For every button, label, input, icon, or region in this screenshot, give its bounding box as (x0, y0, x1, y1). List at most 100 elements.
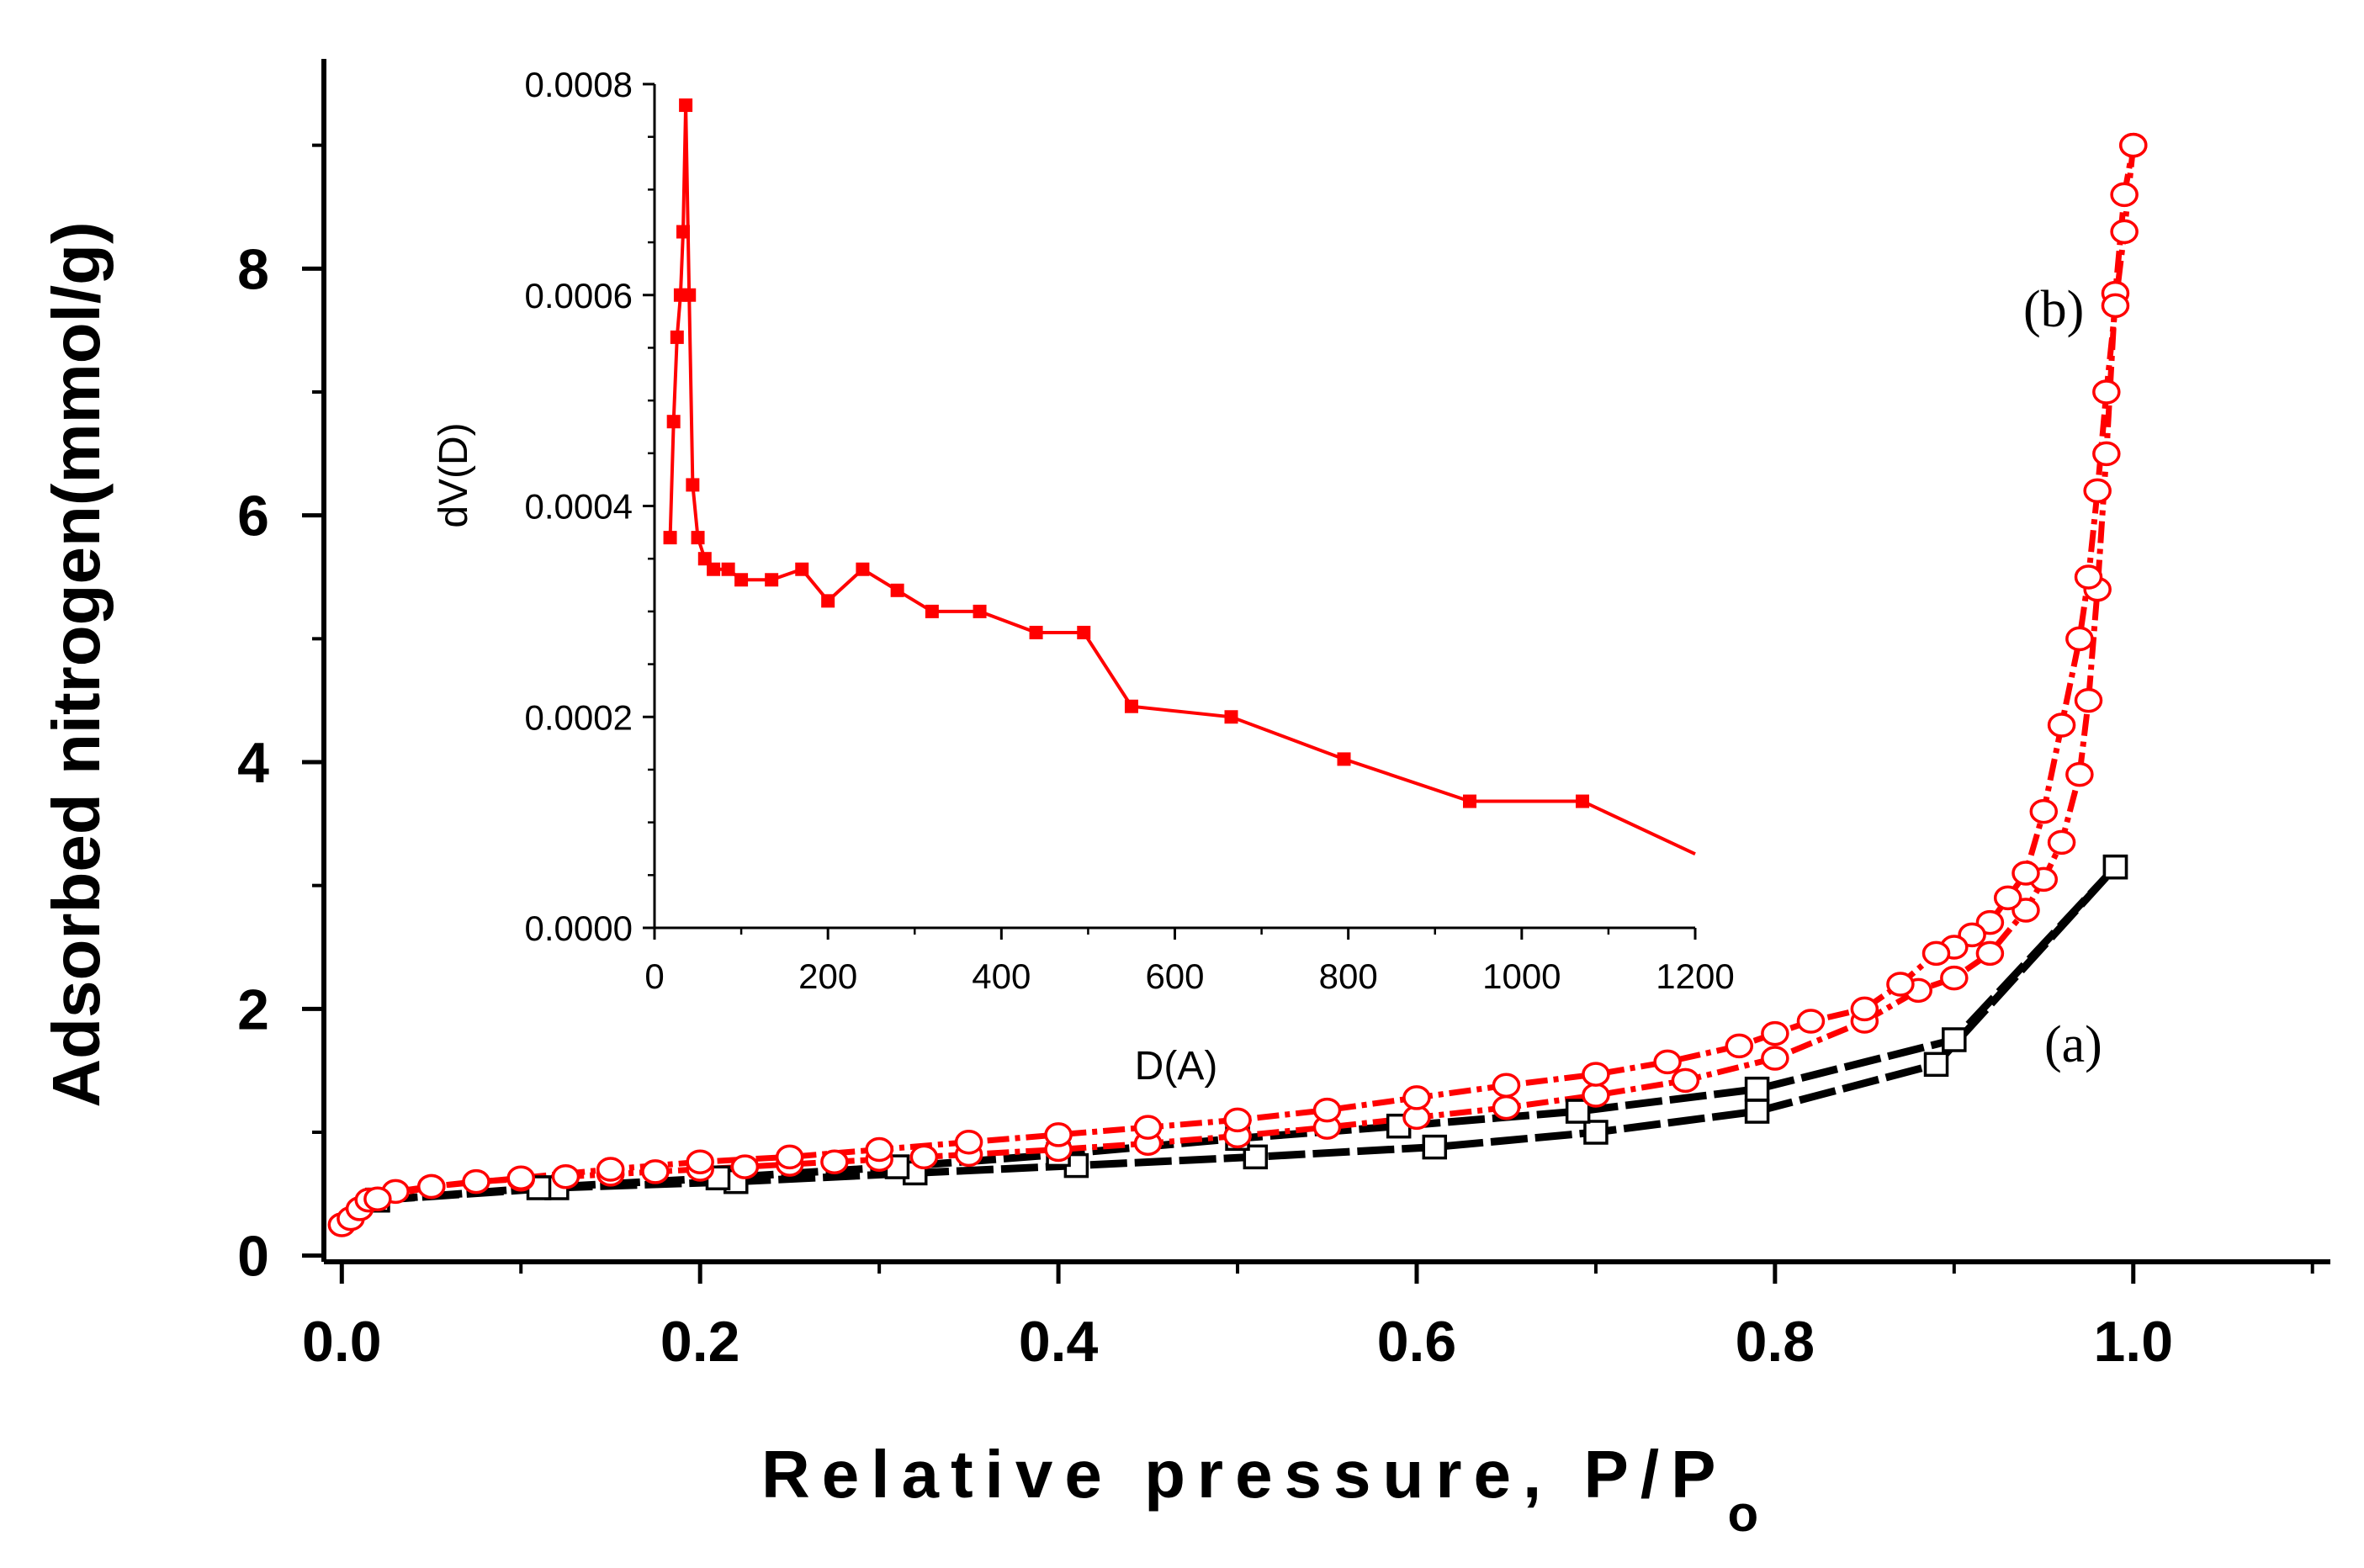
main-point-circle (1975, 940, 2005, 967)
inset-x-tick-label: 600 (1145, 956, 1204, 996)
main-x-tick-label: 0.8 (1736, 1310, 1815, 1374)
main-point-circle (909, 1144, 939, 1170)
main-series-line-3 (377, 145, 2137, 1202)
main-y-tick-label: 2 (237, 977, 269, 1041)
inset-point (1462, 794, 1476, 808)
main-x-tick-label: 0.4 (1019, 1310, 1099, 1374)
main-x-tick-label: 0.0 (302, 1310, 382, 1374)
series-label-a: (a) (2044, 1016, 2102, 1073)
inset-series (663, 98, 1696, 856)
main-point-circle (2065, 626, 2094, 652)
main-point-circle (2119, 132, 2148, 158)
main-point-circle (2083, 478, 2112, 504)
main-x-axis-title-subscript: o (1727, 1486, 1770, 1542)
main-point-circle (2110, 182, 2139, 208)
inset-y-tick-label: 0.0004 (525, 487, 633, 527)
inset-point (1029, 625, 1043, 639)
main-point-circle (1796, 1009, 1826, 1034)
main-point-circle (2110, 219, 2139, 245)
inset-point (1077, 625, 1091, 639)
main-point-circle (820, 1149, 849, 1174)
inset-x-tick-label: 1200 (1656, 956, 1734, 996)
inset-point (682, 288, 697, 302)
main-point-circle (1725, 1033, 1754, 1059)
inset-point (686, 478, 700, 492)
main-point-circle (506, 1165, 535, 1191)
main-ticks: 0.0 0.2 0.4 0.6 0.8 1.0 0 2 4 6 8 (237, 143, 2314, 1374)
main-point-circle (1761, 1020, 1789, 1046)
main-point-circle (641, 1159, 670, 1184)
main-point-circle (954, 1129, 983, 1155)
main-point-circle (596, 1157, 625, 1182)
main-point-square (1744, 1076, 1770, 1102)
main-point-circle (2074, 687, 2103, 713)
main-point-circle (1993, 885, 2022, 911)
main-point-circle (775, 1144, 804, 1170)
main-point-circle (1940, 965, 1969, 991)
main-point-circle (1850, 996, 1879, 1022)
main-point-circle (1133, 1115, 1163, 1140)
main-point-circle (686, 1149, 714, 1174)
main-point-circle (2047, 712, 2076, 738)
main-x-axis-title-text: Relative pressure, P/P (761, 1437, 1727, 1512)
inset-point (856, 562, 870, 576)
main-point-circle (1223, 1107, 1252, 1133)
inset-point (973, 604, 987, 618)
inset-x-tick-label: 400 (972, 956, 1031, 996)
inset-plot: 0 200 400 600 800 1000 1200 0.0000 0.0002 0.0004 0… (432, 65, 1735, 1089)
main-point-circle (730, 1154, 760, 1179)
main-point-circle (2047, 829, 2076, 856)
inset-y-tick-label: 0.0002 (525, 697, 633, 737)
main-point-circle (462, 1168, 490, 1195)
inset-point (676, 225, 691, 239)
main-x-tick-label: 0.2 (660, 1310, 740, 1374)
main-point-circle (1312, 1097, 1342, 1123)
main-point-circle (1582, 1083, 1610, 1108)
main-y-tick-label: 4 (237, 731, 269, 795)
main-point-circle (1761, 1046, 1789, 1071)
main-point-circle (865, 1136, 893, 1163)
main-point-circle (1671, 1067, 1700, 1094)
inset-x-tick-label: 1000 (1482, 956, 1561, 996)
main-point-circle (2065, 761, 2094, 787)
inset-point (925, 604, 939, 618)
main-point-circle (1492, 1094, 1521, 1120)
inset-point (890, 583, 904, 597)
main-point-circle (417, 1173, 446, 1200)
inset-point (1124, 699, 1138, 713)
inset-y-tick-label: 0.0000 (525, 908, 633, 948)
inset-y-tick-label: 0.0006 (525, 276, 633, 315)
main-point-circle (1921, 940, 1951, 967)
main-point-circle (1886, 972, 1915, 997)
main-y-tick-label: 0 (237, 1225, 269, 1289)
main-point-square (1942, 1027, 1967, 1052)
inset-point (1337, 752, 1351, 766)
main-point-square (2102, 854, 2128, 880)
inset-y-tick-label: 0.0008 (525, 65, 633, 104)
inset-x-axis-title: D(A) (1135, 1044, 1218, 1089)
main-point-circle (1044, 1122, 1073, 1147)
inset-point (821, 594, 835, 608)
inset-point (691, 531, 705, 545)
inset-y-axis-title: dV(D) (432, 422, 476, 527)
main-point-circle (2092, 441, 2121, 467)
inset-point (670, 330, 684, 344)
main-point-circle (2012, 861, 2040, 886)
inset-series-line-0 (668, 105, 1696, 856)
main-x-tick-label: 0.6 (1377, 1310, 1457, 1374)
main-point-circle (551, 1164, 580, 1189)
inset-point (734, 573, 749, 587)
main-x-tick-label: 1.0 (2093, 1310, 2173, 1374)
main-point-square (1565, 1099, 1591, 1124)
main-series (327, 132, 2148, 1237)
inset-point (721, 562, 735, 576)
main-point-square (1583, 1120, 1609, 1145)
inset-x-tick-label: 800 (1319, 956, 1378, 996)
inset-point (1224, 710, 1238, 724)
main-point-circle (2092, 379, 2121, 405)
main-point-square (1744, 1099, 1770, 1124)
inset-point (666, 415, 681, 429)
inset-x-tick-label: 200 (798, 956, 857, 996)
inset-point (679, 98, 693, 113)
